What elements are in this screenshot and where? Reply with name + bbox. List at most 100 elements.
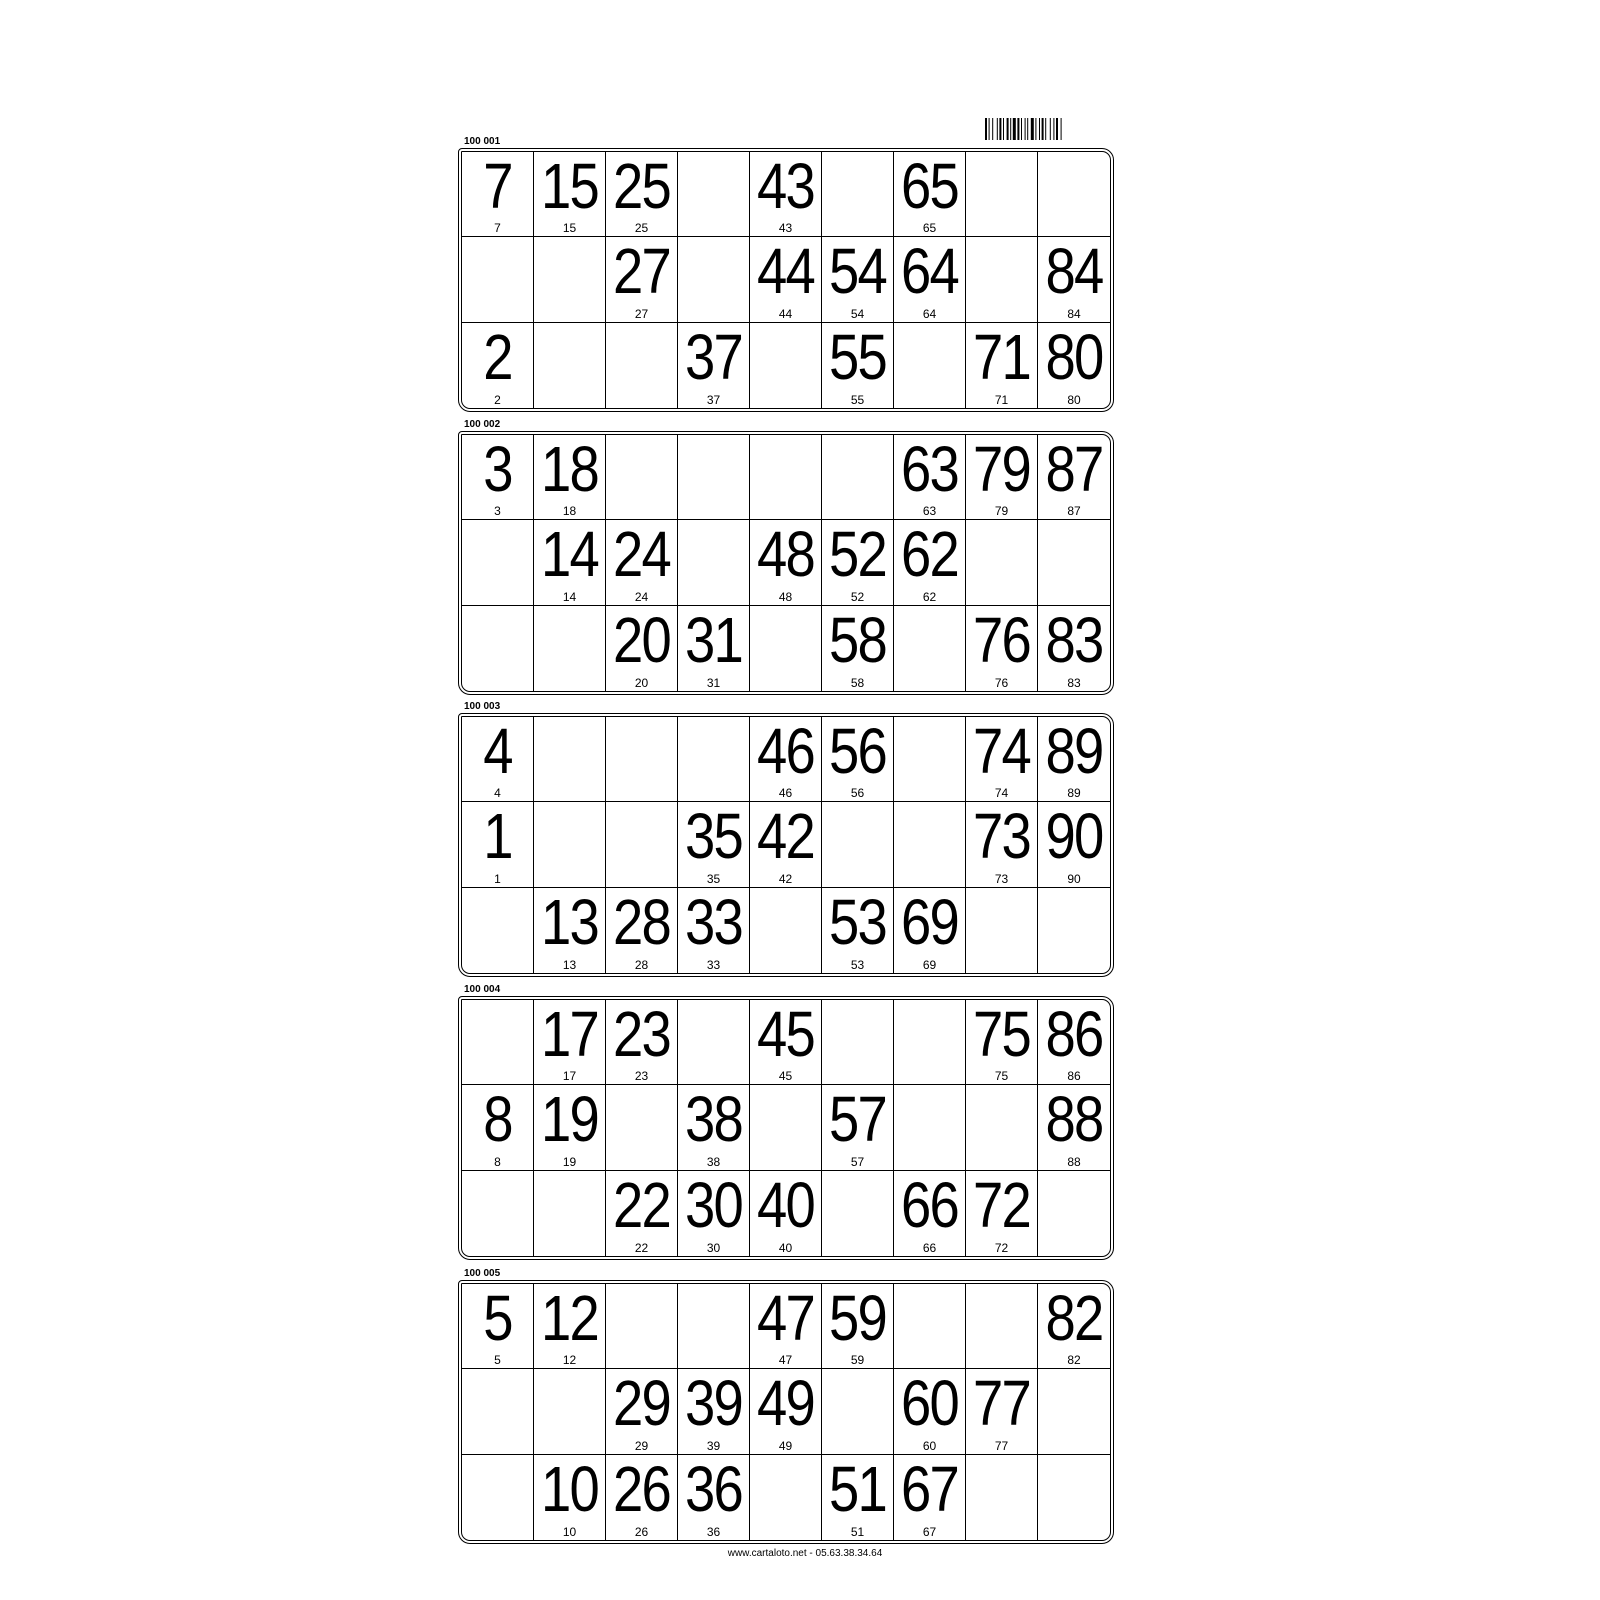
small-number: 84 — [1067, 306, 1081, 321]
empty-cell — [462, 887, 534, 973]
empty-cell — [534, 605, 606, 691]
big-number: 40 — [756, 1170, 816, 1241]
empty-cell — [462, 1170, 534, 1256]
small-number: 44 — [778, 306, 793, 321]
number-cell: 76 76 — [966, 605, 1038, 691]
big-number: 45 — [756, 1000, 816, 1070]
empty-cell — [678, 1284, 750, 1370]
small-number: 12 — [562, 1353, 577, 1368]
small-number: 90 — [1067, 871, 1081, 886]
small-number: 74 — [994, 786, 1009, 801]
big-number: 84 — [1045, 237, 1104, 308]
small-number: 71 — [994, 393, 1009, 407]
number-cell: 19 19 — [534, 1085, 606, 1171]
big-number: 46 — [756, 717, 816, 787]
big-number: 29 — [612, 1369, 672, 1440]
barcode-bar — [1024, 118, 1026, 140]
empty-cell — [822, 1369, 894, 1455]
small-number: 37 — [706, 393, 721, 407]
small-number: 57 — [850, 1154, 865, 1169]
barcode-bar — [1017, 118, 1020, 140]
small-number: 58 — [850, 676, 865, 690]
empty-cell — [966, 1284, 1038, 1370]
big-number: 89 — [1045, 717, 1104, 787]
barcode-bar — [1053, 118, 1055, 140]
small-number: 30 — [706, 1241, 721, 1255]
number-cell: 87 87 — [1038, 435, 1110, 521]
empty-cell — [462, 237, 534, 323]
number-cell: 35 35 — [678, 802, 750, 888]
big-number: 12 — [540, 1284, 600, 1354]
empty-cell — [534, 237, 606, 323]
barcode-bar — [1012, 118, 1016, 140]
small-number: 7 — [494, 221, 501, 236]
empty-cell — [606, 1085, 678, 1171]
small-number: 29 — [634, 1438, 649, 1453]
card-grid: 5 5 12 12 47 47 59 59 82 82 29 29 39 39 49 49 60 60 77 77 10… — [462, 1284, 1110, 1540]
barcode-bar — [996, 118, 998, 140]
empty-cell — [462, 1369, 534, 1455]
number-cell: 72 72 — [966, 1170, 1038, 1256]
small-number: 35 — [706, 871, 721, 886]
small-number: 73 — [994, 871, 1009, 886]
small-number: 82 — [1067, 1353, 1081, 1368]
loto-card: 100 001 7 7 15 15 25 25 43 43 65 65 27 27 44 44 54 54 64 6… — [458, 136, 1114, 412]
number-cell: 84 84 — [1038, 237, 1110, 323]
empty-cell — [1038, 1455, 1110, 1540]
empty-cell — [966, 520, 1038, 606]
big-number: 36 — [684, 1454, 744, 1525]
small-number: 17 — [562, 1069, 577, 1084]
number-cell: 56 56 — [822, 717, 894, 803]
small-number: 79 — [994, 504, 1009, 519]
number-cell: 12 12 — [534, 1284, 606, 1370]
number-cell: 26 26 — [606, 1454, 678, 1540]
number-cell: 15 15 — [534, 152, 606, 238]
number-cell: 69 69 — [894, 887, 966, 973]
number-cell: 42 42 — [750, 802, 822, 888]
empty-cell — [894, 322, 966, 408]
small-number: 2 — [494, 393, 501, 407]
small-number: 53 — [850, 958, 865, 972]
barcode-bar — [1039, 118, 1040, 140]
number-cell: 60 60 — [894, 1369, 966, 1455]
number-cell: 36 36 — [678, 1454, 750, 1540]
small-number: 83 — [1067, 676, 1081, 690]
big-number: 82 — [1045, 1284, 1104, 1354]
big-number: 25 — [612, 152, 672, 222]
number-cell: 82 82 — [1038, 1284, 1110, 1370]
big-number: 56 — [828, 717, 888, 787]
empty-cell — [822, 802, 894, 888]
number-cell: 45 45 — [750, 1000, 822, 1086]
card-frame — [458, 148, 1114, 412]
number-cell: 67 67 — [894, 1454, 966, 1540]
number-cell: 59 59 — [822, 1284, 894, 1370]
empty-cell — [894, 1085, 966, 1171]
big-number: 51 — [828, 1454, 888, 1525]
small-number: 55 — [850, 393, 865, 407]
number-cell: 24 24 — [606, 520, 678, 606]
number-cell: 51 51 — [822, 1454, 894, 1540]
small-number: 54 — [850, 306, 865, 321]
empty-cell — [894, 717, 966, 803]
footer-text: www.cartaloto.net - 05.63.38.34.64 — [690, 1548, 920, 1560]
number-cell: 43 43 — [750, 152, 822, 238]
empty-cell — [1038, 520, 1110, 606]
small-number: 89 — [1067, 786, 1081, 801]
empty-cell — [678, 717, 750, 803]
barcode — [985, 118, 1062, 140]
empty-cell — [462, 605, 534, 691]
barcode-bar — [1056, 118, 1058, 140]
empty-cell — [894, 802, 966, 888]
big-number: 52 — [828, 520, 888, 591]
big-number: 64 — [900, 237, 960, 308]
number-cell: 73 73 — [966, 802, 1038, 888]
big-number: 88 — [1045, 1085, 1104, 1156]
big-number: 19 — [540, 1085, 600, 1156]
number-cell: 17 17 — [534, 1000, 606, 1086]
small-number: 38 — [706, 1154, 721, 1169]
small-number: 63 — [922, 504, 937, 519]
big-number: 49 — [756, 1369, 816, 1440]
empty-cell — [894, 1284, 966, 1370]
